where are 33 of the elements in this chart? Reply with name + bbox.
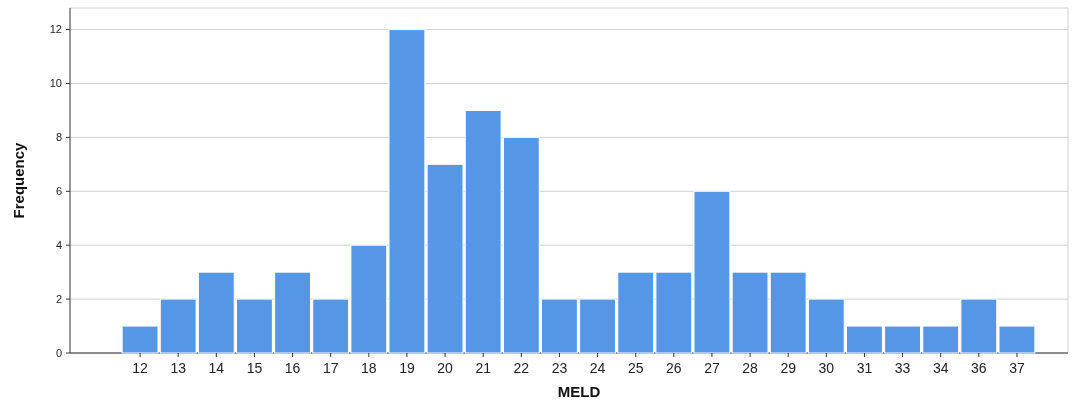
x-tick-label: 13 bbox=[170, 360, 187, 376]
y-tick-label: 6 bbox=[55, 185, 62, 198]
x-axis-title: MELD bbox=[557, 383, 601, 400]
x-tick-label: 36 bbox=[971, 360, 987, 376]
x-tick-label: 20 bbox=[437, 360, 454, 376]
x-tick-label: 26 bbox=[666, 360, 682, 376]
x-tick-label: 37 bbox=[1009, 360, 1025, 376]
y-tick-label: 10 bbox=[49, 77, 62, 90]
x-tick-label: 17 bbox=[322, 360, 339, 376]
x-tick-label: 25 bbox=[627, 360, 644, 376]
x-tick-label: 30 bbox=[818, 360, 835, 376]
x-tick-label: 34 bbox=[932, 360, 949, 376]
x-tick-label: 12 bbox=[132, 360, 149, 376]
x-tick-label: 24 bbox=[589, 360, 606, 376]
y-tick-label: 0 bbox=[55, 346, 62, 359]
x-tick-label: 33 bbox=[894, 360, 911, 376]
x-tick-label: 15 bbox=[246, 360, 263, 376]
x-tick-label: 27 bbox=[704, 360, 720, 376]
x-tick-label: 31 bbox=[856, 360, 873, 376]
x-tick-label: 14 bbox=[208, 360, 225, 376]
y-tick-label: 4 bbox=[55, 239, 62, 252]
x-tick-label: 18 bbox=[361, 360, 377, 376]
y-tick-label: 12 bbox=[49, 23, 62, 36]
x-tick-label: 29 bbox=[780, 360, 797, 376]
y-tick-label: 2 bbox=[55, 292, 62, 305]
y-tick-label: 8 bbox=[55, 131, 62, 144]
y-axis-title: Frequency bbox=[10, 141, 27, 219]
x-tick-label: 28 bbox=[742, 360, 759, 376]
x-tick-label: 16 bbox=[284, 360, 301, 376]
x-tick-label: 22 bbox=[513, 360, 530, 376]
x-tick-label: 21 bbox=[475, 360, 492, 376]
x-tick-label: 23 bbox=[551, 360, 568, 376]
x-tick-label: 19 bbox=[399, 360, 415, 376]
